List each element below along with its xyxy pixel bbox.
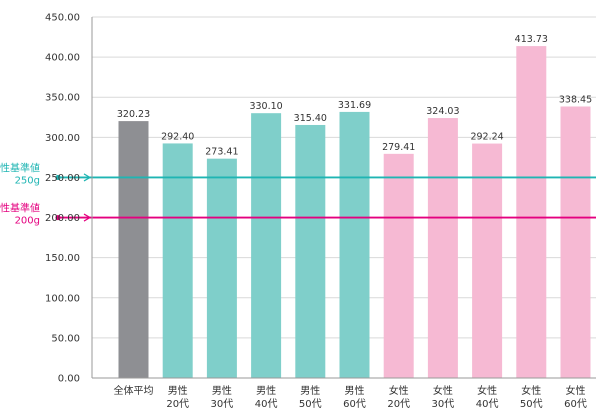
x-tick-label: 全体平均 [114,384,154,397]
axes [91,17,596,379]
y-tick-label: 400.00 [45,53,80,64]
bar [339,111,370,378]
reference-label: 女性基準値200g [0,202,40,227]
bar [162,143,193,378]
x-tick-label: 女性 40代 [476,384,499,410]
bar [516,46,547,379]
bar [383,153,414,378]
reference-arrow [83,213,92,222]
y-tick-label: 350.00 [45,93,80,104]
x-tick-label: 女性 20代 [387,384,410,410]
reference-arrow [83,173,92,182]
bar [472,143,503,378]
reference-lines [55,173,596,222]
x-tick-label: 女性 30代 [432,384,455,410]
data-label: 338.45 [559,94,592,105]
data-label: 330.10 [249,101,282,112]
bar [251,113,282,378]
data-label: 315.40 [294,113,327,124]
bars [118,46,591,379]
y-tick-label: 250.00 [45,173,80,184]
x-tick-label: 男性 60代 [343,384,366,410]
data-label: 331.69 [338,100,371,111]
data-label: 413.73 [515,34,548,45]
data-label: 273.41 [205,147,238,158]
bar [560,106,591,379]
data-label: 279.41 [382,142,415,153]
x-tick-label: 男性 30代 [211,384,234,410]
x-tick-label: 男性 20代 [166,384,189,410]
data-label: 320.23 [117,109,150,120]
y-tick-label: 150.00 [45,253,80,264]
x-tick-label: 男性 50代 [299,384,322,410]
bar [295,124,326,378]
reference-marker [55,214,61,221]
y-tick-label: 200.00 [45,213,80,224]
bar [427,118,458,378]
x-tick-label: 男性 40代 [255,384,278,410]
data-label: 292.40 [161,131,194,142]
reference-marker [55,174,61,181]
data-label: 324.03 [426,106,459,117]
y-tick-label: 450.00 [45,13,80,24]
bar [118,121,149,379]
x-tick-label: 女性 50代 [520,384,543,410]
data-label: 292.24 [470,132,503,143]
y-tick-label: 100.00 [45,293,80,304]
bar [206,158,237,378]
x-tick-label: 女性 60代 [564,384,587,410]
y-tick-label: 300.00 [45,133,80,144]
labels: 0.00 50.00 100.00 150.00 200.00 250.00 300.00 3… [0,13,592,411]
y-tick-label: 50.00 [51,333,80,344]
y-tick-label: 0.00 [58,374,80,385]
reference-label: 男性基準値250g [0,161,40,186]
